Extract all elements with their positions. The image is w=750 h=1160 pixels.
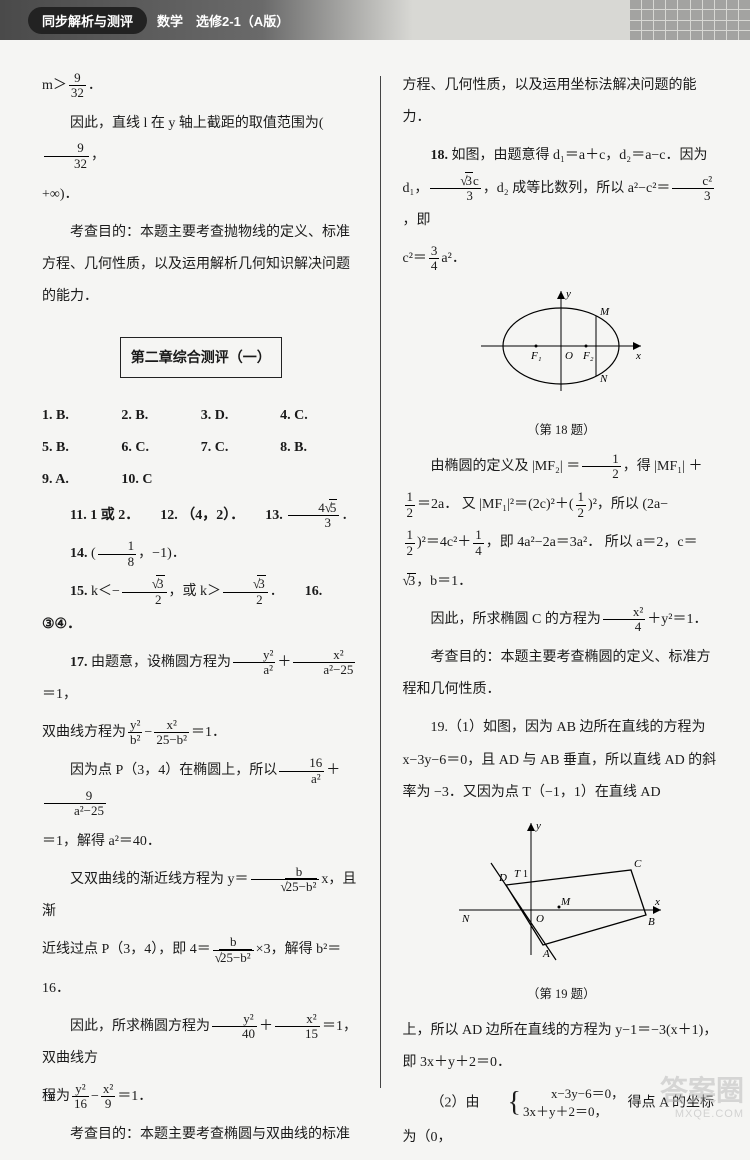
text-line: 因为点 P（3，4）在椭圆上，所以16a²＋9a²−25 (42, 755, 360, 819)
svg-text:y: y (565, 288, 571, 300)
watermark: 答案圈 MXQE.COM (660, 1074, 744, 1121)
svg-text:M: M (560, 896, 571, 908)
page-number: 10 (42, 1089, 55, 1105)
svg-text:C: C (634, 858, 642, 870)
content-columns: m＞932． 因此，直线 l 在 y 轴上截距的取值范围为(932， +∞)． … (0, 40, 750, 1160)
text-line: 考查目的：本题主要考查椭圆的定义、标准方程和几何性质． (403, 642, 721, 706)
answer-item: 9. A. (42, 464, 121, 496)
figure-18: F₁ O F₂ M N x y (403, 281, 721, 414)
text-line: c²＝34a²． (403, 243, 721, 275)
svg-text:T: T (514, 868, 521, 880)
text-line: 近线过点 P（3，4），即 4＝b25−b²×3，解得 b²＝ (42, 934, 360, 966)
answer-item: 3. D. (201, 400, 280, 432)
sys-eq-1: x−3y−6＝0， (551, 1086, 624, 1101)
text-line: 因此，直线 l 在 y 轴上截距的取值范围为(932， (42, 108, 360, 172)
answer-item: 6. C. (121, 432, 200, 464)
text-line: 18. 如图，由题意得 d₁＝a＋c，d₂＝a−c．因为 d₁，3c3，d₂ 成… (403, 140, 721, 237)
text-line: 又双曲线的渐近线方程为 y＝b25−b²x，且渐 (42, 864, 360, 928)
text: 因此，直线 l 在 y 轴上截距的取值范围为 (70, 116, 319, 131)
svg-text:F₁: F₁ (530, 350, 542, 362)
text-line: 考查目的：本题主要考查抛物线的定义、标准方程、几何性质，以及运用解析几何知识解决… (42, 217, 360, 314)
text-line: 考查目的：本题主要考查椭圆与双曲线的标准 (42, 1119, 360, 1151)
figure-19-caption: （第 19 题） (403, 980, 721, 1009)
header-subtitle: 数学 选修2-1（A版） (157, 11, 289, 30)
text-line: 19.（1）如图，因为 AB 边所在直线的方程为 x−3y−6＝0，且 AD 与… (403, 712, 721, 809)
page: 同步解析与测评 数学 选修2-1（A版） m＞932． 因此，直线 l 在 y … (0, 0, 750, 1125)
svg-text:O: O (565, 350, 573, 362)
text-line: m＞932． (42, 70, 360, 102)
svg-text:1: 1 (523, 869, 528, 880)
text-line: +∞)． (42, 179, 360, 211)
svg-text:D: D (498, 872, 507, 884)
header-grid-decoration (630, 0, 750, 40)
text-line: 由椭圆的定义及 |MF₂| ＝12，得 |MF₁| ＋ (403, 451, 721, 483)
header-band: 同步解析与测评 数学 选修2-1（A版） (0, 0, 750, 40)
header-pill: 同步解析与测评 (28, 7, 147, 34)
answer-item: 7. C. (201, 432, 280, 464)
answer-item: 2. B. (121, 400, 200, 432)
svg-text:B: B (648, 916, 655, 928)
right-column: 方程、几何性质，以及运用坐标法解决问题的能力． 18. 如图，由题意得 d₁＝a… (381, 70, 721, 1160)
sys-eq-2: 3x＋y＋2＝0， (523, 1104, 608, 1119)
svg-text:x: x (635, 350, 641, 362)
answer-item: 5. B. (42, 432, 121, 464)
text-line: 上，所以 AD 边所在直线的方程为 y−1＝−3(x＋1)，即 3x＋y＋2＝0… (403, 1015, 721, 1079)
answer-item: 4. C. (280, 400, 359, 432)
watermark-small: MXQE.COM (660, 1108, 744, 1121)
svg-text:N: N (599, 373, 608, 385)
text-line: 双曲线方程为y²b²−x²25−b²＝1． (42, 717, 360, 749)
q13: 13. (265, 508, 286, 523)
text-line: 12)²＝4c²＋14，即 4a²−2a＝3a²． 所以 a＝2，c＝ (403, 527, 721, 559)
mc-answers: 1. B. 2. B. 3. D. 4. C. 5. B. 6. C. 7. C… (42, 400, 360, 497)
left-column: m＞932． 因此，直线 l 在 y 轴上截距的取值范围为(932， +∞)． … (42, 70, 380, 1160)
svg-text:x: x (654, 896, 660, 908)
svg-text:N: N (461, 913, 470, 925)
svg-text:A: A (542, 948, 550, 960)
text-line: 3，b＝1． (403, 566, 721, 598)
section-title-wrap: 第二章综合测评（一） (42, 319, 360, 399)
svg-text:y: y (535, 820, 541, 832)
svg-text:O: O (536, 913, 544, 925)
watermark-big: 答案圈 (660, 1074, 744, 1108)
svg-text:F₂: F₂ (582, 350, 594, 362)
svg-text:M: M (599, 306, 610, 318)
text-line: 14. (18，−1)． (42, 538, 360, 570)
text-line: 15. k＜−32，或 k＞32． 16. ③④． (42, 576, 360, 640)
text-line: ＝1，解得 a²＝40． (42, 826, 360, 858)
figure-19: O M N D T 1 C B A x y (403, 815, 721, 978)
answer-item: 8. B. (280, 432, 359, 464)
text-line: 11. 1 或 2． 12. （4，2）． 13. 453． (42, 500, 360, 532)
section-title: 第二章综合测评（一） (120, 337, 282, 377)
figure-18-caption: （第 18 题） (403, 416, 721, 445)
text-line: 17. 由题意，设椭圆方程为y²a²＋x²a²−25＝1， (42, 647, 360, 711)
text-line: 程为y²16−x²9＝1． (42, 1081, 360, 1113)
text-line: 因此，所求椭圆 C 的方程为x²4＋y²＝1． (403, 604, 721, 636)
q12: 12. （4，2）． (160, 508, 237, 523)
answer-item: 10. C (121, 464, 200, 496)
text-line: 16． (42, 973, 360, 1005)
text-line: 因此，所求椭圆方程为y²40＋x²15＝1，双曲线方 (42, 1011, 360, 1075)
text-line: 12＝2a． 又 |MF₁|²＝(2c)²＋(12)²，所以 (2a− (403, 489, 721, 521)
text-line: 方程、几何性质，以及运用坐标法解决问题的能力． (403, 70, 721, 134)
answer-item: 1. B. (42, 400, 121, 432)
q11: 11. 1 或 2． (70, 508, 132, 523)
